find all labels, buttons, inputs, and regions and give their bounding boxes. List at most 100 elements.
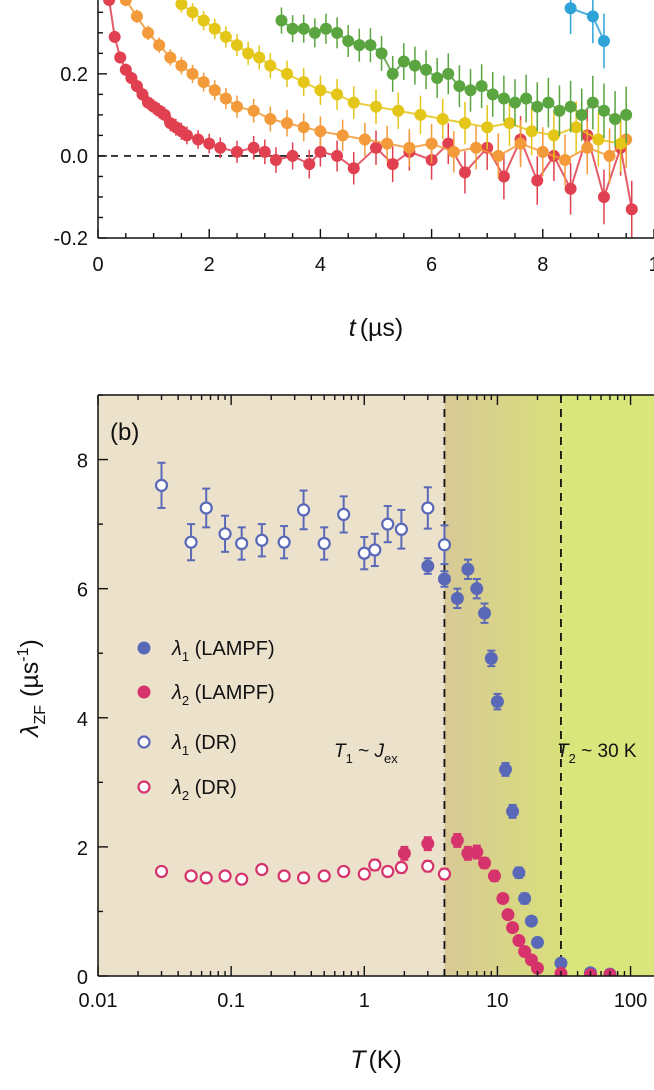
panel-b-plot-area: [154, 395, 617, 976]
legend-marker-lambda1-lampf: [137, 641, 151, 655]
data-point: [231, 145, 243, 158]
data-point: [281, 117, 294, 130]
data-point: [296, 503, 311, 517]
series-3: [275, 7, 633, 147]
data-point: [331, 149, 344, 162]
y-tick-label: 6: [77, 580, 88, 602]
x-tick-label: 1: [359, 990, 370, 1012]
y-tick-label: 4: [77, 709, 88, 731]
data-point: [442, 67, 455, 80]
data-point: [119, 0, 132, 6]
data-point: [175, 0, 188, 11]
data-point: [497, 92, 510, 105]
legend: λ1 (LAMPF) λ2 (LAMPF) λ1 (DR) λ2 (DR): [137, 638, 275, 803]
data-point: [308, 26, 321, 39]
annotation-t1-var: T: [334, 741, 347, 762]
data-point: [180, 129, 193, 142]
data-point: [559, 154, 572, 167]
data-point: [381, 137, 394, 150]
data-point: [564, 182, 577, 195]
data-point: [421, 501, 435, 515]
data-point: [258, 145, 271, 158]
data-point: [512, 866, 526, 880]
ylabel-close: ): [16, 639, 44, 647]
data-point: [381, 517, 395, 531]
data-point: [303, 158, 316, 171]
series--2-dr-: [154, 858, 452, 886]
annotation-t1-text: ~: [353, 741, 375, 762]
legend-suffix: (LAMPF): [189, 682, 275, 704]
legend-var: λ: [171, 777, 182, 799]
ylabel-unit: (µs: [16, 662, 44, 697]
data-point: [219, 92, 232, 105]
legend-item-lambda1-dr: λ1 (DR): [137, 732, 237, 758]
data-point: [296, 871, 311, 885]
panel-a-xlabel: t (µs): [349, 314, 404, 342]
data-point: [506, 804, 520, 818]
data-point: [286, 149, 299, 162]
data-point: [186, 6, 199, 19]
x-tick-label: 8: [537, 254, 548, 276]
data-point: [331, 88, 344, 101]
data-point: [242, 47, 255, 60]
panel-b-label: (b): [110, 419, 139, 446]
series--1-dr-: [154, 461, 452, 571]
data-point: [218, 527, 232, 541]
data-point: [484, 651, 498, 665]
data-point: [164, 51, 177, 64]
data-point: [514, 137, 527, 150]
legend-suffix: (DR): [189, 732, 237, 754]
panel-b-axes: 0.01 0.1 1 10 100 0 2 4 6 8: [77, 394, 654, 1012]
data-point: [614, 137, 627, 150]
data-point: [437, 572, 451, 586]
data-point: [498, 762, 512, 776]
legend-item-lambda2-dr: λ2 (DR): [137, 777, 237, 803]
data-point: [609, 113, 622, 125]
data-point: [264, 59, 277, 72]
data-point: [219, 30, 232, 43]
data-point: [501, 908, 515, 922]
data-point: [531, 100, 544, 113]
legend-suffix: (LAMPF): [189, 638, 275, 660]
data-point: [421, 837, 435, 851]
data-point: [208, 22, 221, 35]
legend-item-lambda2-lampf: λ2 (LAMPF): [137, 682, 275, 708]
data-point: [575, 108, 588, 121]
legend-var: λ: [171, 682, 182, 704]
panel-a-axes: 0 2 4 6 8 1 -0.2 0.0 0.2: [54, 0, 654, 276]
data-point: [554, 956, 568, 970]
data-point: [297, 76, 310, 89]
data-point: [375, 47, 388, 60]
data-point: [357, 867, 371, 881]
data-point: [394, 860, 408, 875]
data-point: [458, 166, 471, 179]
data-point: [392, 104, 405, 117]
panel-a-xlabel-var: t: [349, 314, 357, 342]
data-point: [381, 864, 395, 879]
data-point: [597, 35, 610, 48]
legend-sub: 2: [182, 788, 189, 803]
data-point: [586, 96, 599, 109]
data-point: [525, 125, 538, 138]
data-point: [199, 871, 213, 885]
annotation-t1: T1 ~ Jex: [334, 741, 398, 766]
shaded-region-2: [560, 395, 654, 976]
series-fit-line: [570, 7, 605, 42]
data-point: [214, 141, 227, 154]
data-point: [331, 26, 344, 39]
data-point: [436, 113, 449, 125]
data-point: [397, 846, 411, 860]
data-point: [386, 67, 399, 80]
data-point: [368, 858, 382, 872]
data-point: [175, 59, 188, 72]
data-point: [592, 133, 605, 146]
legend-sub: 2: [182, 693, 189, 708]
data-point: [470, 141, 483, 154]
data-point: [536, 145, 549, 158]
annotation-t2-text: ~ 30 K: [576, 741, 637, 762]
data-point: [506, 921, 520, 935]
data-point: [453, 80, 466, 93]
data-point: [203, 137, 216, 150]
